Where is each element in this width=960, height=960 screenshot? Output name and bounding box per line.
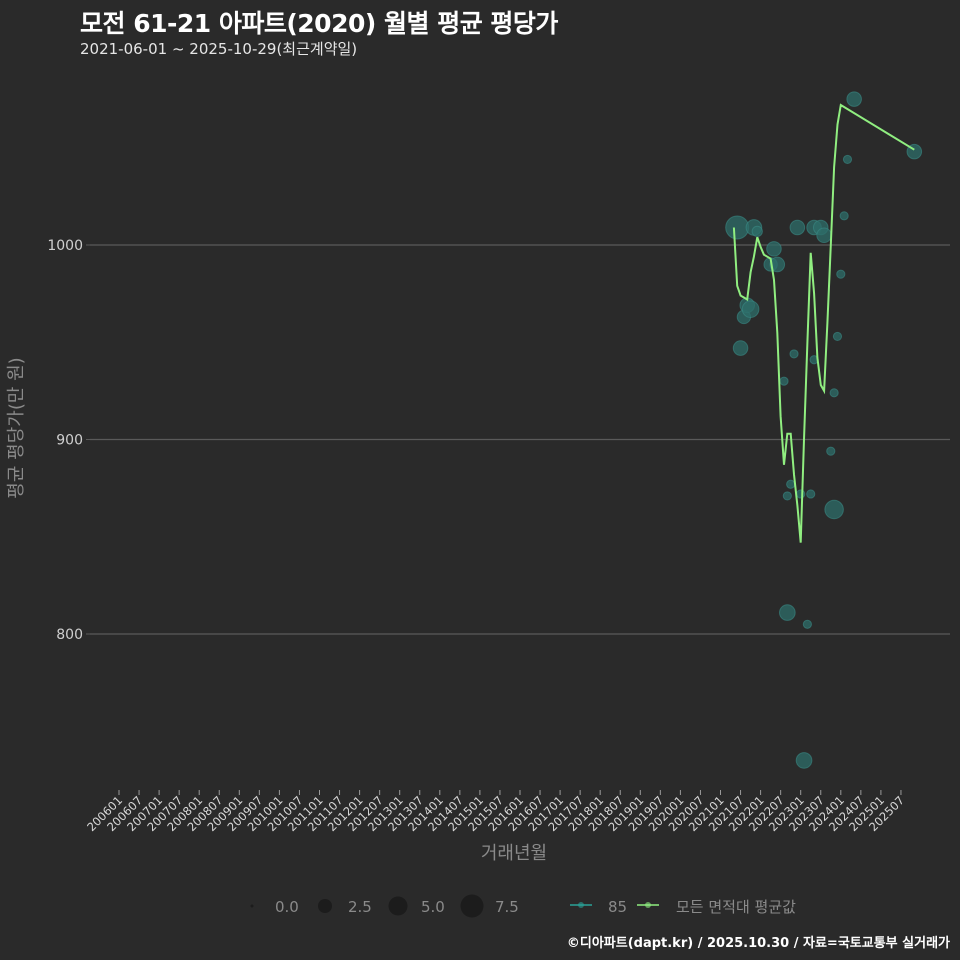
data-point — [826, 446, 836, 456]
data-point — [802, 619, 812, 629]
chart-title: 모전 61-21 아파트(2020) 월별 평균 평당가 — [80, 9, 558, 38]
x-axis: 2006012006072007012007072008012008072009… — [84, 790, 907, 834]
data-point — [795, 752, 813, 769]
data-point — [789, 219, 806, 236]
y-tick-label: 900 — [56, 433, 83, 449]
legend-size-key — [318, 899, 332, 913]
legend-size-key — [388, 896, 408, 916]
legend-size-key — [250, 904, 254, 908]
legend: 0.0 2.5 5.0 7.5 85 모든 면적대 평균값 — [250, 894, 796, 918]
legend-series-key-dot — [645, 902, 651, 908]
data-point — [832, 331, 843, 341]
legend-series-label: 모든 면적대 평균값 — [676, 898, 796, 916]
data-point — [782, 491, 792, 501]
legend-size-label: 0.0 — [275, 898, 299, 916]
data-point — [725, 215, 750, 240]
data-point — [846, 91, 862, 107]
scatter-points-85 — [725, 91, 923, 769]
legend-size-label: 7.5 — [495, 898, 519, 916]
data-point — [732, 340, 749, 356]
average-line — [732, 103, 915, 543]
legend-series-label: 85 — [608, 898, 627, 916]
data-point — [789, 349, 799, 359]
y-axis-label: 평균 평당가(만 원) — [6, 357, 27, 498]
y-tick-label: 1000 — [47, 238, 83, 254]
y-axis: 800 900 1000 — [47, 238, 90, 643]
data-point — [836, 269, 846, 279]
data-point — [829, 388, 839, 398]
data-point — [741, 300, 760, 319]
legend-size-label: 2.5 — [348, 898, 372, 916]
chart-subtitle: 2021-06-01 ~ 2025-10-29(최근계약일) — [80, 40, 358, 58]
gridlines — [90, 244, 950, 635]
footer-credit: ©디아파트(dapt.kr) / 2025.10.30 / 자료=국토교통부 실… — [566, 936, 950, 951]
x-axis-label: 거래년월 — [481, 843, 547, 864]
data-point — [766, 241, 782, 257]
data-point — [796, 489, 806, 499]
data-point — [839, 211, 849, 221]
data-point — [842, 154, 853, 165]
data-point — [769, 256, 786, 273]
y-tick-label: 800 — [56, 627, 83, 643]
data-point — [806, 489, 816, 499]
legend-series-key-dot — [578, 902, 584, 908]
data-point — [779, 376, 789, 386]
data-point — [751, 225, 763, 238]
data-point — [786, 479, 796, 489]
data-point — [824, 499, 844, 520]
data-point — [816, 227, 832, 244]
data-point — [779, 604, 796, 621]
legend-size-key — [460, 894, 484, 918]
legend-size-label: 5.0 — [421, 898, 445, 916]
